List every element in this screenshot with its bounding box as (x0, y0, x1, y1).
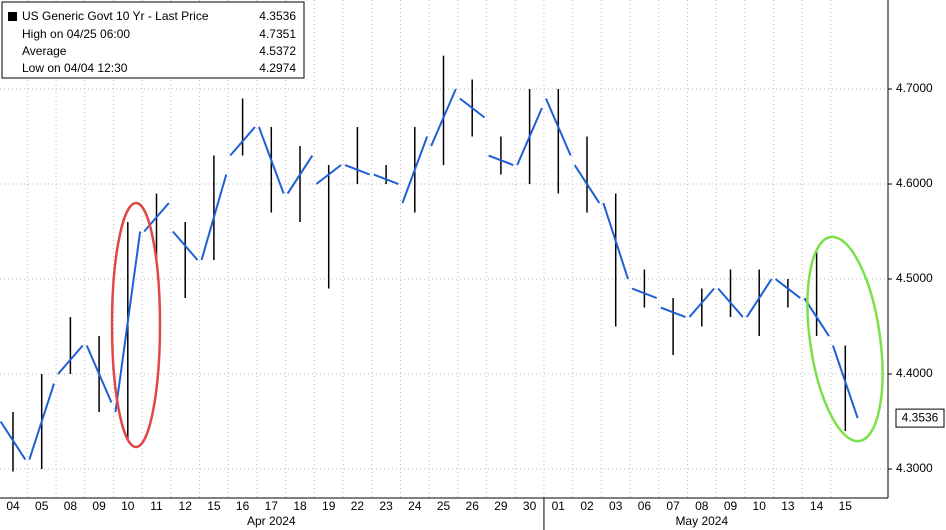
open-close-line (28, 383, 56, 460)
open-close-line (774, 278, 801, 299)
open-close-line (717, 287, 744, 318)
month-label: May 2024 (675, 514, 728, 528)
open-close-line (430, 88, 457, 147)
open-close-line (143, 202, 170, 233)
open-close-line (459, 97, 486, 119)
open-close-line (85, 345, 113, 403)
legend-box (1, 1, 305, 79)
x-tick-label: 09 (92, 499, 106, 513)
open-close-line (545, 98, 572, 156)
x-tick-label: 15 (207, 499, 221, 513)
x-tick-label: 05 (35, 499, 49, 513)
x-tick-label: 14 (810, 499, 824, 513)
x-tick-label: 09 (724, 499, 738, 513)
x-tick-label: 10 (753, 499, 767, 513)
open-close-line (373, 173, 399, 185)
x-tick-label: 29 (494, 499, 508, 513)
open-close-line (344, 164, 371, 176)
open-close-line (832, 345, 859, 419)
x-tick-label: 02 (580, 499, 594, 513)
open-close-line (631, 287, 658, 299)
open-close-line (602, 202, 630, 280)
x-tick-label: 10 (121, 499, 135, 513)
legend-value: 4.7351 (259, 27, 296, 41)
open-close-line (229, 126, 256, 157)
x-tick-label: 30 (523, 499, 537, 513)
month-label: Apr 2024 (247, 514, 296, 528)
open-close-line (660, 306, 686, 318)
open-close-line (516, 107, 543, 166)
y-tick-label: 4.6000 (896, 176, 933, 190)
open-close-line (401, 136, 429, 204)
x-tick-label: 19 (322, 499, 336, 513)
legend-value: 4.5372 (259, 44, 296, 58)
legend-label: Low on 04/04 12:30 (22, 61, 128, 75)
open-close-line (172, 230, 199, 261)
x-tick-label: 26 (466, 499, 480, 513)
last-price-tag (895, 408, 945, 428)
open-close-line (688, 287, 715, 318)
y-tick-label: 4.3000 (896, 461, 933, 475)
x-tick-label: 11 (150, 499, 163, 513)
x-tick-label: 17 (265, 499, 279, 513)
highlight-ellipse (806, 235, 884, 443)
open-close-line (258, 126, 285, 194)
x-tick-label: 04 (6, 499, 20, 513)
legend-label: US Generic Govt 10 Yr - Last Price (22, 9, 209, 23)
open-close-line (57, 344, 84, 375)
x-tick-label: 15 (839, 499, 853, 513)
legend-icon (8, 12, 17, 21)
open-close-line (286, 154, 314, 195)
legend: US Generic Govt 10 Yr - Last Price 4.353… (1, 1, 305, 79)
last-price-label: 4.3536 (902, 410, 939, 424)
legend-value: 4.3536 (259, 9, 296, 23)
x-tick-label: 24 (408, 499, 422, 513)
open-close-line (488, 154, 514, 166)
highlight-ellipse (110, 201, 162, 449)
x-tick-label: 01 (552, 499, 566, 513)
open-close-line (114, 231, 142, 413)
x-tick-label: 08 (64, 499, 78, 513)
x-tick-label: 08 (695, 499, 709, 513)
legend-label: Average (22, 44, 67, 58)
x-tick-label: 06 (638, 499, 652, 513)
x-tick-label: 18 (293, 499, 307, 513)
x-tick-label: 12 (179, 499, 193, 513)
y-tick-label: 4.7000 (896, 81, 933, 95)
x-tick-label: 23 (379, 499, 393, 513)
legend-label: High on 04/25 06:00 (22, 27, 130, 41)
x-tick-label: 07 (666, 499, 680, 513)
open-close-line (200, 174, 228, 261)
y-tick-label: 4.5000 (896, 271, 933, 285)
legend-value: 4.2974 (259, 61, 296, 75)
open-close-line (573, 164, 601, 204)
open-close-line (315, 164, 342, 185)
x-tick-label: 03 (609, 499, 623, 513)
x-tick-label: 13 (781, 499, 795, 513)
x-tick-label: 16 (236, 499, 250, 513)
open-close-line (746, 278, 773, 318)
x-tick-label: 25 (437, 499, 451, 513)
x-tick-label: 22 (351, 499, 365, 513)
open-close-line (0, 420, 27, 461)
y-tick-label: 4.4000 (896, 366, 933, 380)
